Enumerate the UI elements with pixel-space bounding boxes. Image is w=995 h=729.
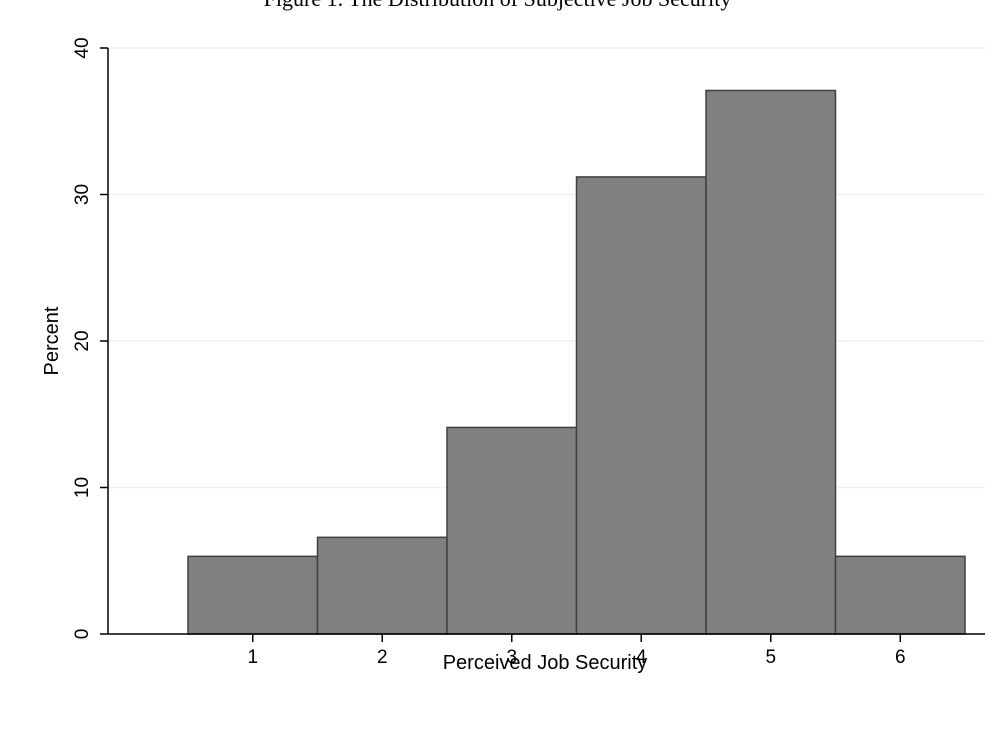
- y-tick-label: 0: [72, 629, 93, 640]
- x-tick-label: 1: [247, 647, 258, 668]
- bar-1: [187, 555, 319, 635]
- y-tick-label: 30: [72, 184, 93, 205]
- figure-caption: Figure 1. The Distribution of Subjective…: [0, 0, 995, 12]
- bar-6: [834, 555, 966, 635]
- y-axis-title: Percent: [41, 306, 63, 375]
- bar-4: [575, 176, 707, 635]
- x-tick-label: 3: [506, 647, 517, 668]
- y-tick-label: 40: [72, 37, 93, 58]
- bar-2: [316, 536, 448, 635]
- x-tick-label: 6: [895, 647, 906, 668]
- grid-lines: [108, 47, 985, 489]
- bar-3: [446, 426, 578, 635]
- x-axis-title: Perceived Job Security: [443, 652, 648, 674]
- y-ticks: 0 10 20 30 40: [72, 37, 108, 639]
- x-tick-label: 5: [765, 647, 776, 668]
- y-tick-label: 10: [72, 477, 93, 498]
- x-tick-label: 4: [636, 647, 647, 668]
- x-ticks: 1 2 3 4 5 6: [247, 634, 906, 668]
- bar-5: [705, 89, 837, 635]
- x-tick-label: 2: [377, 647, 388, 668]
- bars: [187, 89, 966, 635]
- y-tick-label: 20: [72, 330, 93, 351]
